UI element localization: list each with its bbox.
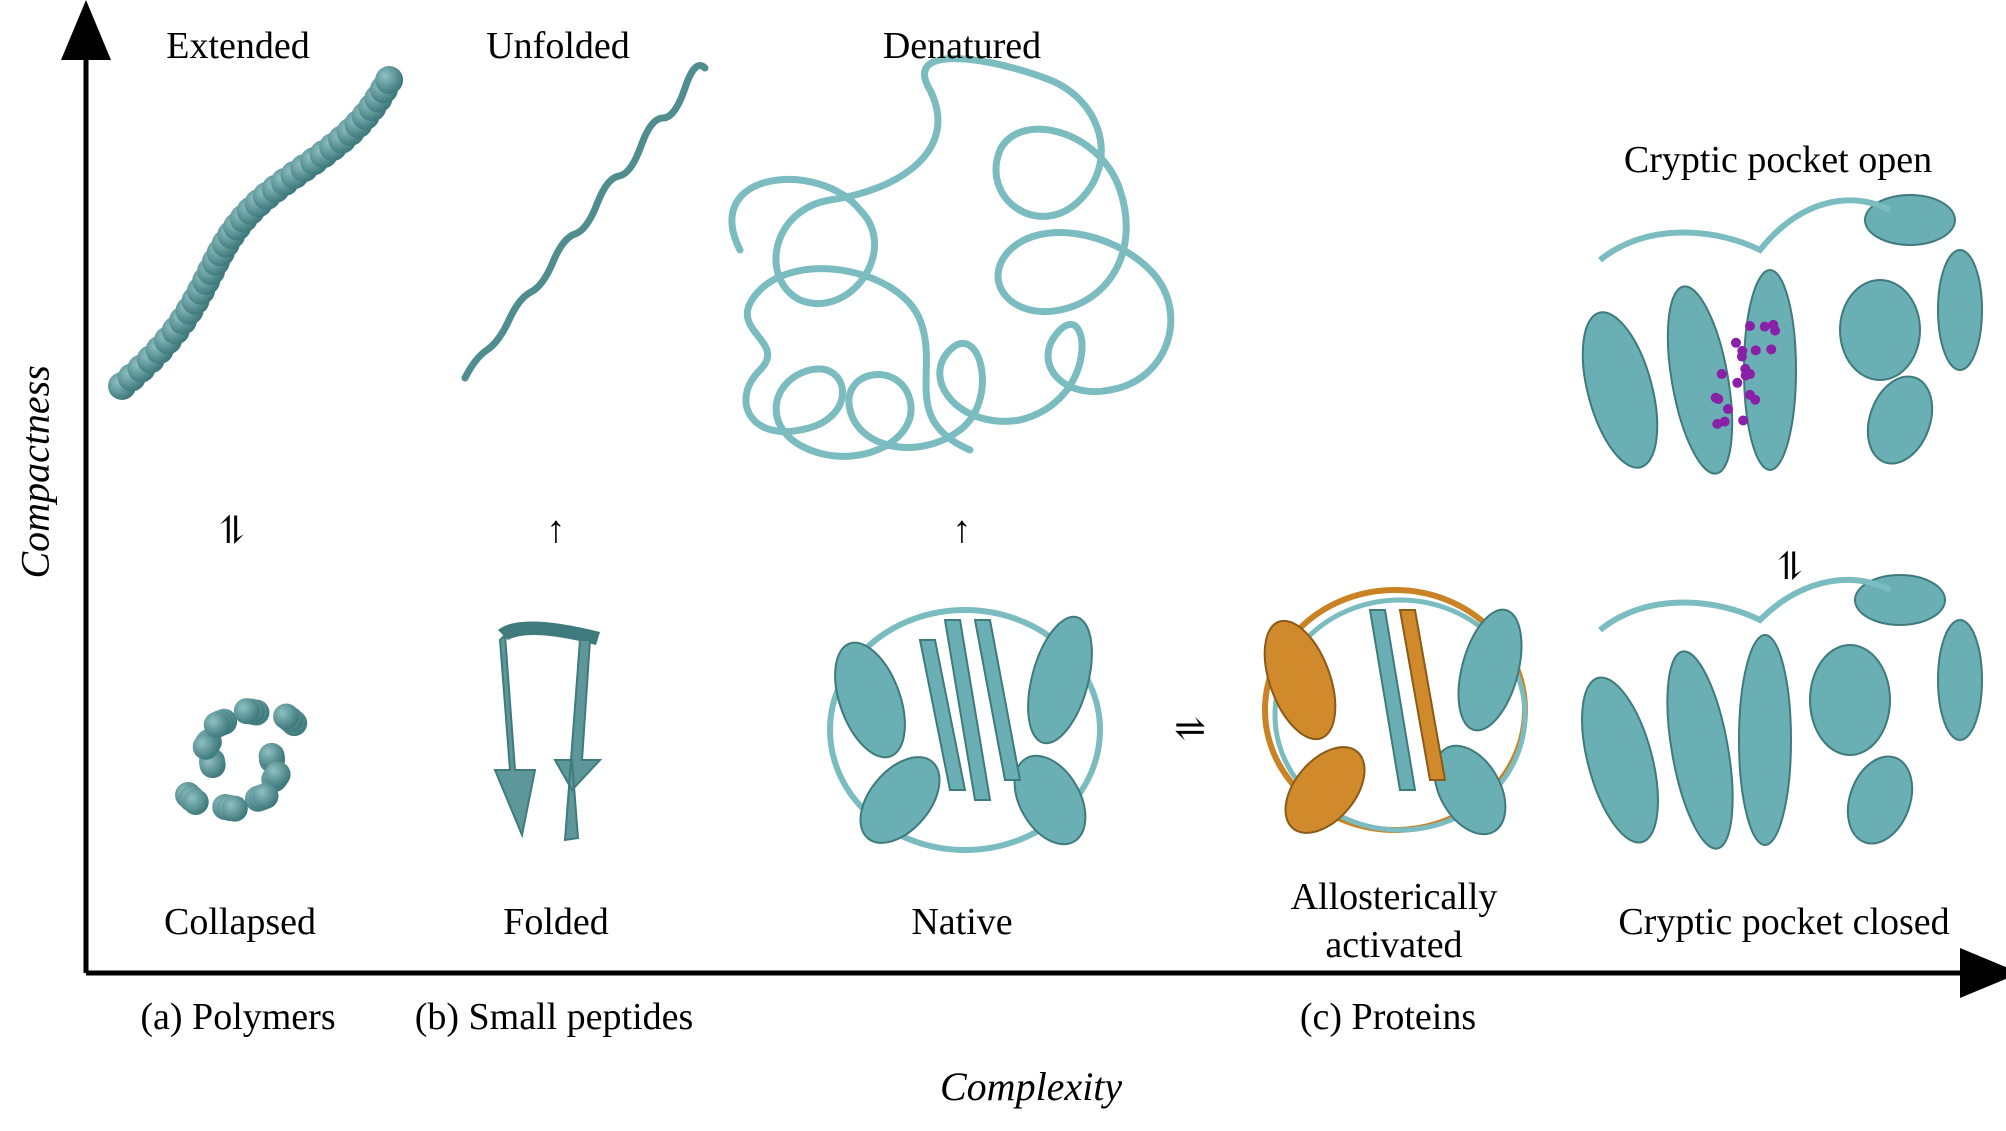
equilibrium-polymers: ⥮ (216, 510, 248, 552)
y-axis-title: Compactness (12, 365, 58, 579)
category-polymers: (a) Polymers (140, 996, 336, 1038)
label-cryptic-closed: Cryptic pocket closed (1618, 901, 1950, 943)
label-folded: Folded (503, 901, 609, 943)
extended-polymer-beads (108, 66, 404, 400)
label-native: Native (911, 901, 1013, 943)
label-extended: Extended (166, 25, 310, 67)
label-allosteric: Allosterically activated (1290, 876, 1498, 967)
arrow-peptides: ↑ (546, 509, 566, 551)
category-peptides: (b) Small peptides (414, 996, 694, 1038)
allosteric-protein-structure (1262, 587, 1528, 836)
native-protein-structure (827, 607, 1103, 853)
cryptic-closed-structure (1581, 574, 1983, 850)
label-collapsed: Collapsed (164, 901, 316, 943)
collapsed-polymer-beads (175, 698, 308, 822)
cryptic-open-structure (1581, 194, 1983, 475)
label-allosteric-line1: Allosterically (1290, 876, 1498, 918)
denatured-protein-coil (728, 55, 1175, 460)
category-proteins: (c) Proteins (1299, 996, 1477, 1038)
equilibrium-allosteric: ⇌ (1174, 708, 1206, 750)
arrow-native: ↑ (952, 509, 972, 551)
label-denatured: Denatured (882, 25, 1042, 67)
x-axis-title: Complexity (940, 1064, 1123, 1109)
equilibrium-cryptic: ⥮ (1774, 546, 1806, 588)
unfolded-peptide-strand (461, 62, 709, 382)
ligand-molecule (1710, 319, 1781, 429)
label-allosteric-line2: activated (1325, 923, 1463, 966)
label-cryptic-open: Cryptic pocket open (1623, 139, 1933, 181)
folded-peptide-hairpin (493, 621, 603, 842)
label-unfolded: Unfolded (486, 25, 630, 67)
